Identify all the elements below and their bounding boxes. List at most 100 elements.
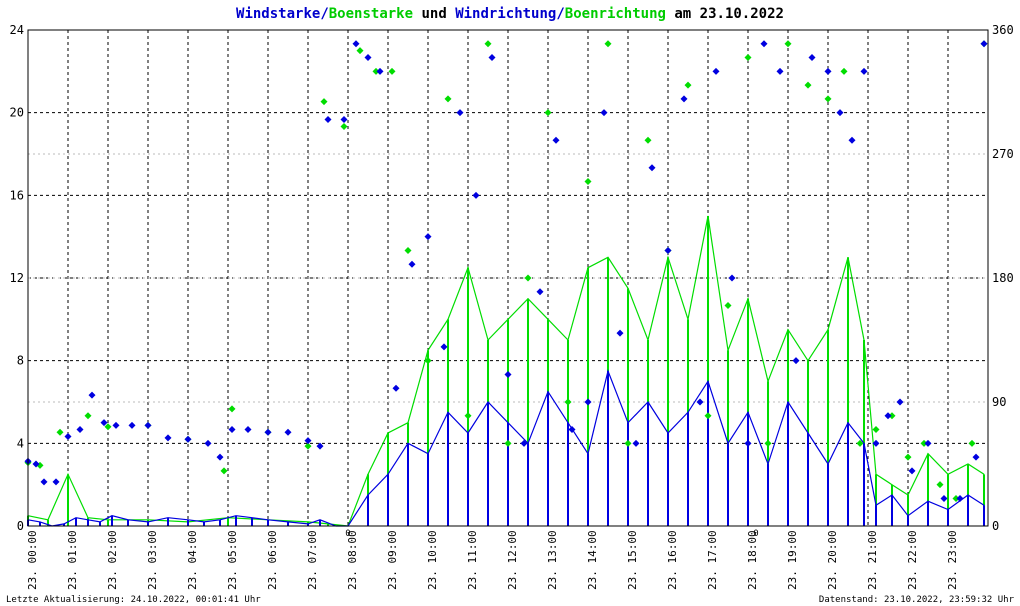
winddir-point-32 <box>488 54 496 62</box>
gustdir-point-17 <box>424 357 432 365</box>
gustdir-point-39 <box>856 439 864 447</box>
winddir-point-1 <box>32 460 40 468</box>
winddir-point-41 <box>632 439 640 447</box>
winddir-point-33 <box>504 370 512 378</box>
winddir-point-5 <box>76 426 84 434</box>
x-tick-4: 23. 04:00 <box>186 530 199 590</box>
y-right-tick-4: 360 <box>992 23 1014 37</box>
footer-last-update: Letzte Aktualisierung: 24.10.2022, 00:01… <box>6 595 261 605</box>
x-tick-8: 23. 08:00 <box>346 530 359 590</box>
title-windstarke: Windstarke <box>236 6 320 22</box>
winddir-point-25 <box>376 67 384 75</box>
winddir-point-3 <box>52 478 60 486</box>
x-tick-13: 23. 13:00 <box>546 530 559 590</box>
winddir-point-54 <box>836 109 844 117</box>
winddir-point-61 <box>924 439 932 447</box>
winddir-point-26 <box>392 384 400 392</box>
title-sep-1: / <box>320 6 328 22</box>
gustdir-point-13 <box>356 47 364 55</box>
gustdir-point-11 <box>320 98 328 106</box>
x-tick-19: 23. 19:00 <box>786 530 799 590</box>
winddir-point-36 <box>552 136 560 144</box>
gustdir-point-44 <box>936 481 944 489</box>
title-und: und <box>413 6 455 22</box>
gustdir-point-15 <box>388 67 396 75</box>
title-boenstarke: Boenstarke <box>329 6 413 22</box>
winddir-point-49 <box>760 40 768 48</box>
winddir-point-31 <box>472 191 480 199</box>
gustdir-point-10 <box>304 442 312 450</box>
x-tick-20: 23. 20:00 <box>826 530 839 590</box>
gustdir-point-19 <box>464 412 472 420</box>
winddir-point-37 <box>568 426 576 434</box>
gustdir-point-23 <box>544 109 552 117</box>
winddir-point-14 <box>216 453 224 461</box>
gustdir-point-43 <box>920 439 928 447</box>
y-axis-left-labels: 0 4 8 12 16 20 24 <box>10 23 24 533</box>
winddir-point-23 <box>352 40 360 48</box>
gustdir-point-14 <box>372 67 380 75</box>
winddir-point-51 <box>792 357 800 365</box>
winddir-point-59 <box>896 398 904 406</box>
winddir-point-38 <box>584 398 592 406</box>
winddir-point-45 <box>696 398 704 406</box>
gustdir-point-21 <box>504 439 512 447</box>
x-axis-labels: 23. 00:00 23. 01:00 23. 02:00 23. 03:00 23. … <box>26 530 959 590</box>
gustdir-point-40 <box>872 426 880 434</box>
gustdir-point-3 <box>84 412 92 420</box>
winddir-point-16 <box>244 426 252 434</box>
y-left-tick-3: 12 <box>10 271 24 285</box>
gustdir-point-18 <box>444 95 452 103</box>
winddir-point-39 <box>600 109 608 117</box>
series-windstarke <box>27 368 985 527</box>
winddir-point-65 <box>980 40 988 48</box>
x-tick-23: 23. 23:00 <box>946 530 959 590</box>
winddir-point-13 <box>204 439 212 447</box>
winddir-point-57 <box>872 439 880 447</box>
x-tick-21: 23. 21:00 <box>866 530 879 590</box>
gustdir-point-26 <box>604 40 612 48</box>
winddir-point-46 <box>712 67 720 75</box>
gustdir-point-20 <box>484 40 492 48</box>
winddir-point-56 <box>860 67 868 75</box>
winddir-point-24 <box>364 54 372 62</box>
y-left-tick-4: 16 <box>10 188 24 202</box>
title-sep-2: / <box>556 6 564 22</box>
winddir-point-30 <box>456 109 464 117</box>
y-left-tick-5: 20 <box>10 106 24 120</box>
gustdir-point-25 <box>584 178 592 186</box>
x-tick-17: 23. 17:00 <box>706 530 719 590</box>
y-right-tick-1: 90 <box>992 395 1006 409</box>
winddir-point-11 <box>164 434 172 442</box>
series-boenstarke <box>27 215 985 527</box>
title-windrichtung: Windrichtung <box>455 6 556 22</box>
series-windrichtung <box>24 40 988 502</box>
gustdir-point-31 <box>704 412 712 420</box>
gustdir-point-4 <box>104 423 112 431</box>
y-right-tick-0: 0 <box>992 519 999 533</box>
winddir-point-8 <box>112 421 120 429</box>
winddir-point-52 <box>808 54 816 62</box>
gustdir-point-30 <box>684 81 692 89</box>
gustdir-point-33 <box>744 54 752 62</box>
zero-marker-1: 0 <box>753 529 758 539</box>
gustdir-point-45 <box>952 494 960 502</box>
y-left-tick-1: 4 <box>17 436 24 450</box>
chart-title: Windstarke/Boenstarke und Windrichtung/B… <box>236 6 784 22</box>
y-axis-right-labels: 0 90 180 270 360 <box>992 23 1014 533</box>
gustdir-point-7 <box>220 467 228 475</box>
winddir-point-63 <box>956 494 964 502</box>
gustdir-point-2 <box>56 428 64 436</box>
winddir-point-48 <box>744 439 752 447</box>
x-tick-0: 23. 00:00 <box>26 530 39 590</box>
winddir-point-34 <box>520 439 528 447</box>
winddir-point-15 <box>228 426 236 434</box>
gust-line <box>27 215 985 527</box>
winddir-point-55 <box>848 136 856 144</box>
x-tick-5: 23. 05:00 <box>226 530 239 590</box>
gustdir-point-34 <box>764 439 772 447</box>
x-tick-10: 23. 10:00 <box>426 530 439 590</box>
x-tick-3: 23. 03:00 <box>146 530 159 590</box>
